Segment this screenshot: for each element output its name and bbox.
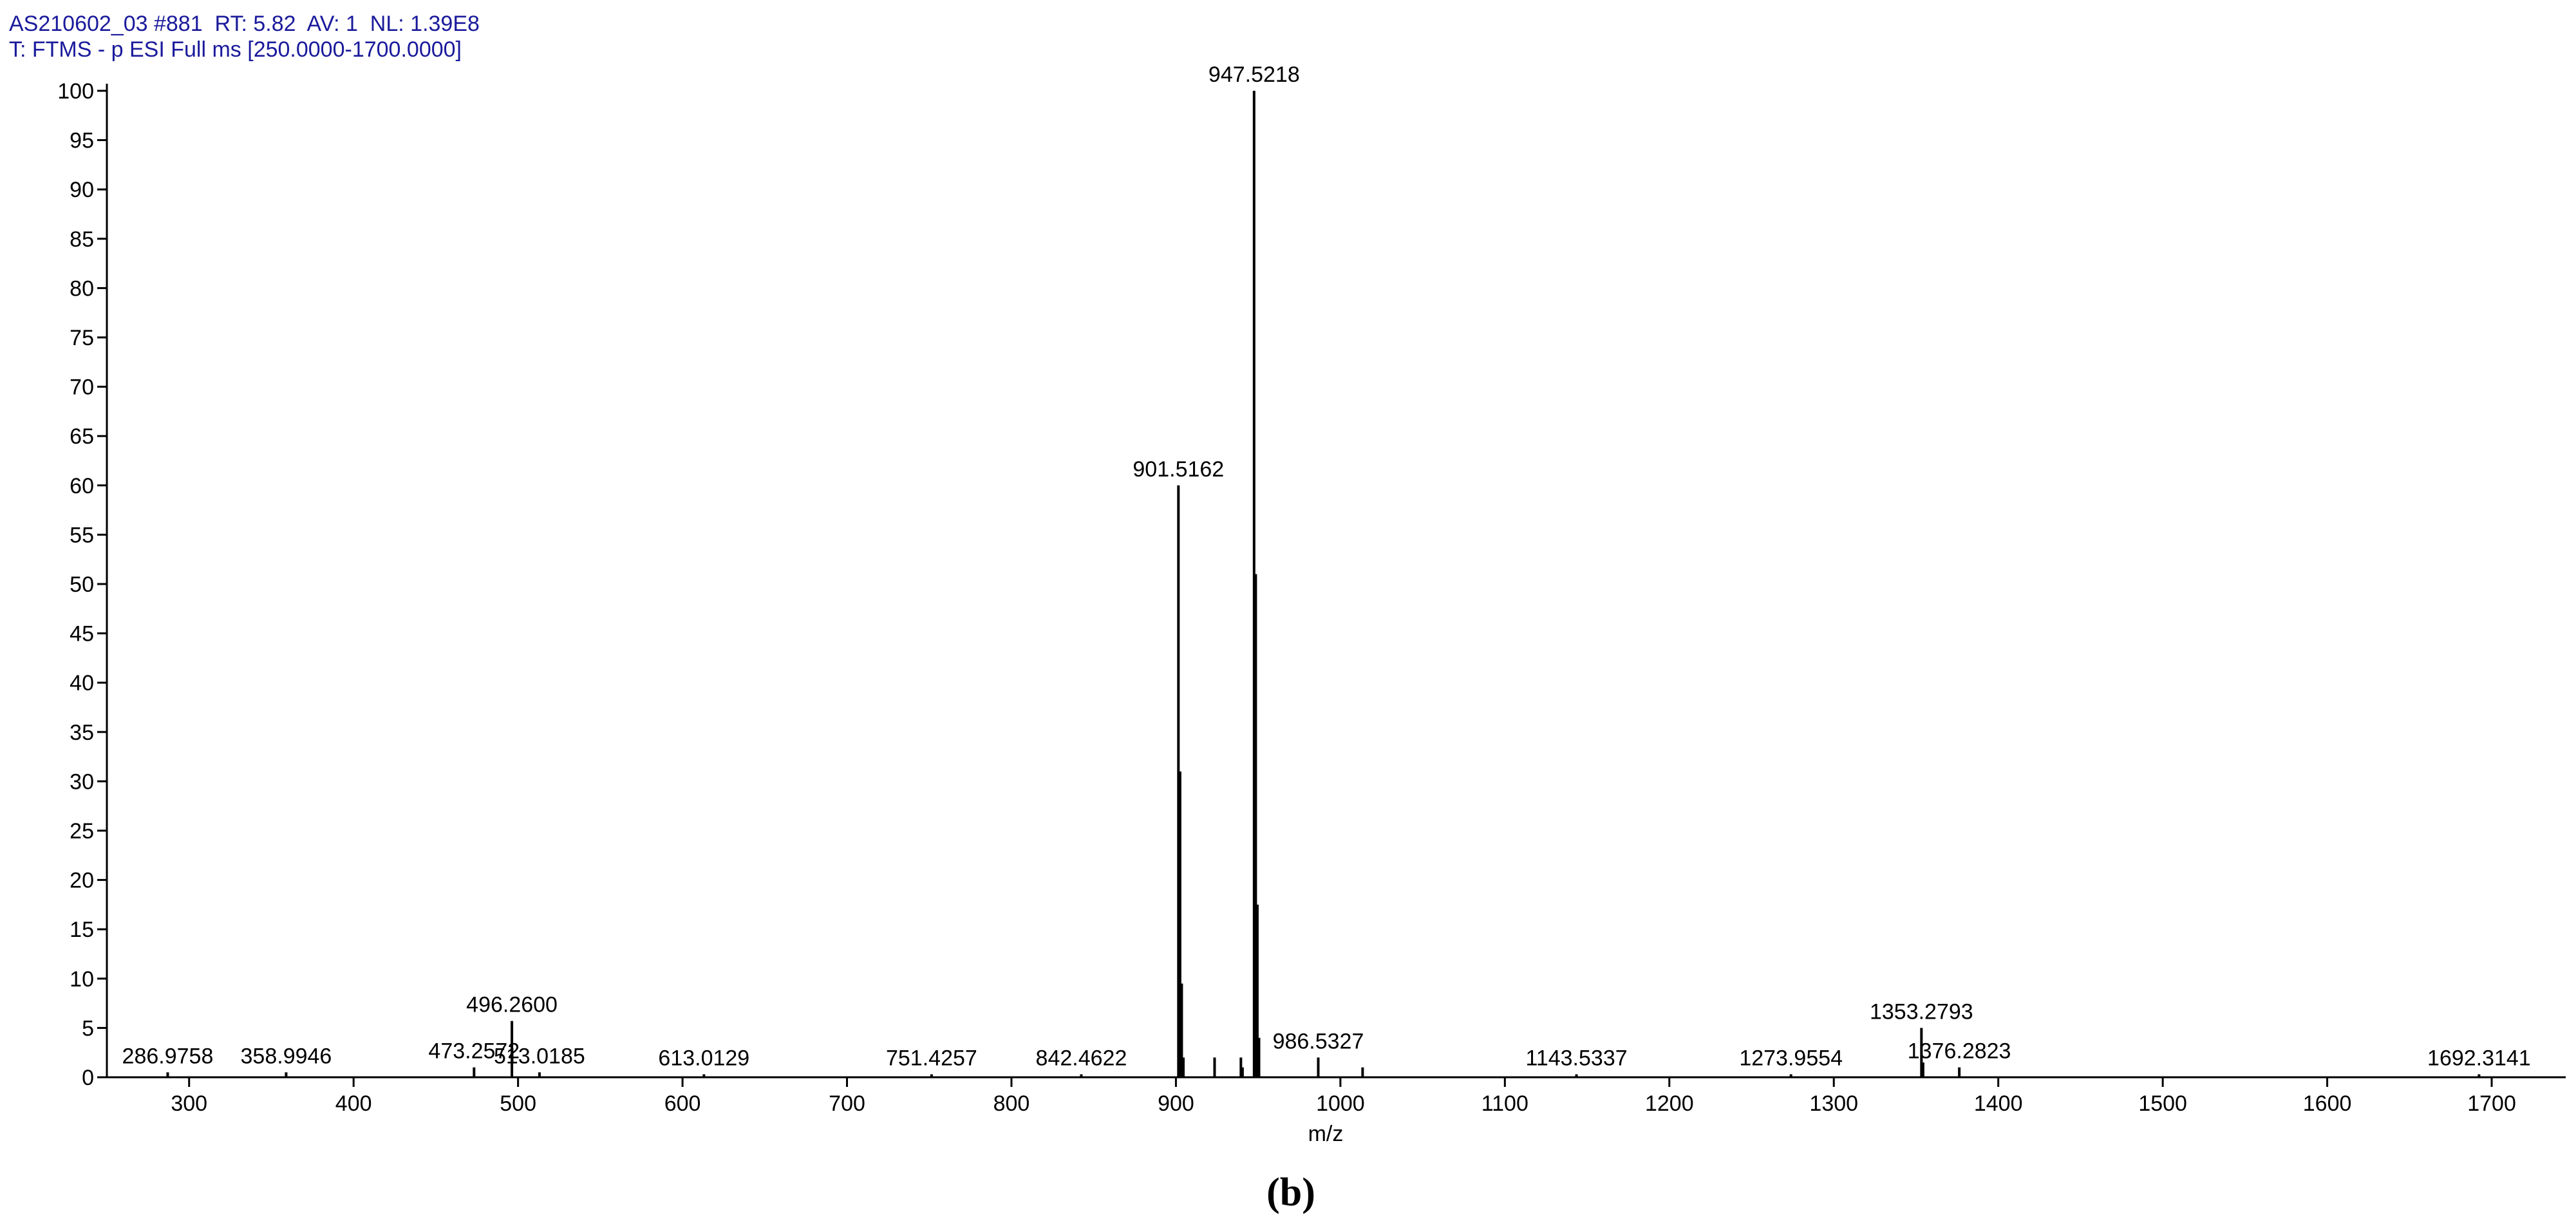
y-tick-label: 10 (70, 967, 94, 992)
x-tick-label: 1400 (1974, 1091, 2023, 1116)
y-tick-label: 70 (70, 375, 94, 400)
peak-label: 613.0129 (658, 1046, 749, 1070)
x-tick-label: 1200 (1645, 1091, 1694, 1116)
x-tick-label: 1000 (1316, 1091, 1365, 1116)
y-tick-label: 15 (70, 918, 94, 942)
y-tick-label: 35 (70, 721, 94, 745)
x-tick-label: 1600 (2303, 1091, 2352, 1116)
x-tick-label: 700 (829, 1091, 865, 1116)
y-tick-label: 80 (70, 276, 94, 301)
peak-label: 986.5327 (1273, 1029, 1364, 1053)
peak-label: 1376.2823 (1908, 1039, 2011, 1064)
x-tick-label: 1300 (1809, 1091, 1858, 1116)
peak-label: 513.0185 (494, 1044, 585, 1068)
peak-label: 947.5218 (1208, 62, 1300, 87)
y-tick-label: 65 (70, 424, 94, 449)
y-tick-label: 55 (70, 523, 94, 547)
peak-label: 901.5162 (1133, 457, 1224, 482)
y-tick-label: 25 (70, 819, 94, 844)
peak-label: 473.2572 (428, 1039, 520, 1064)
y-tick-label: 100 (57, 79, 94, 104)
x-tick-label: 1700 (2467, 1091, 2516, 1116)
x-tick-label: 1500 (2138, 1091, 2187, 1116)
y-tick-label: 60 (70, 474, 94, 498)
y-tick-label: 5 (82, 1016, 94, 1041)
caption: (b) (1266, 1171, 1315, 1214)
x-axis-label: m/z (1308, 1122, 1344, 1146)
y-tick-label: 45 (70, 622, 94, 646)
x-tick-label: 900 (1158, 1091, 1194, 1116)
x-tick-label: 600 (664, 1091, 701, 1116)
y-tick-label: 90 (70, 178, 94, 202)
peak-label: 286.9758 (122, 1044, 214, 1068)
x-tick-label: 500 (500, 1091, 536, 1116)
x-tick-label: 400 (335, 1091, 372, 1116)
y-tick-label: 50 (70, 572, 94, 597)
peak-label: 1692.3141 (2427, 1046, 2531, 1070)
header-line: AS210602_03 #881 RT: 5.82 AV: 1 NL: 1.39… (9, 12, 480, 36)
y-tick-label: 20 (70, 869, 94, 893)
peak-label: 358.9946 (241, 1044, 332, 1068)
x-tick-label: 800 (993, 1091, 1030, 1116)
header-line: T: FTMS - p ESI Full ms [250.0000-1700.0… (9, 37, 462, 62)
peak-label: 751.4257 (886, 1046, 977, 1070)
peak-label: 1273.9554 (1739, 1046, 1843, 1070)
y-tick-label: 30 (70, 769, 94, 794)
y-tick-label: 95 (70, 129, 94, 153)
y-tick-label: 0 (82, 1066, 94, 1090)
x-tick-label: 1100 (1481, 1091, 1528, 1116)
x-tick-label: 300 (171, 1091, 207, 1116)
peak-label: 496.2600 (466, 993, 558, 1017)
y-tick-label: 85 (70, 227, 94, 252)
peak-label: 1143.5337 (1525, 1046, 1627, 1070)
y-tick-label: 40 (70, 671, 94, 695)
peak-label: 1353.2793 (1870, 999, 1973, 1024)
y-tick-label: 75 (70, 326, 94, 350)
peak-label: 842.4622 (1036, 1046, 1127, 1070)
